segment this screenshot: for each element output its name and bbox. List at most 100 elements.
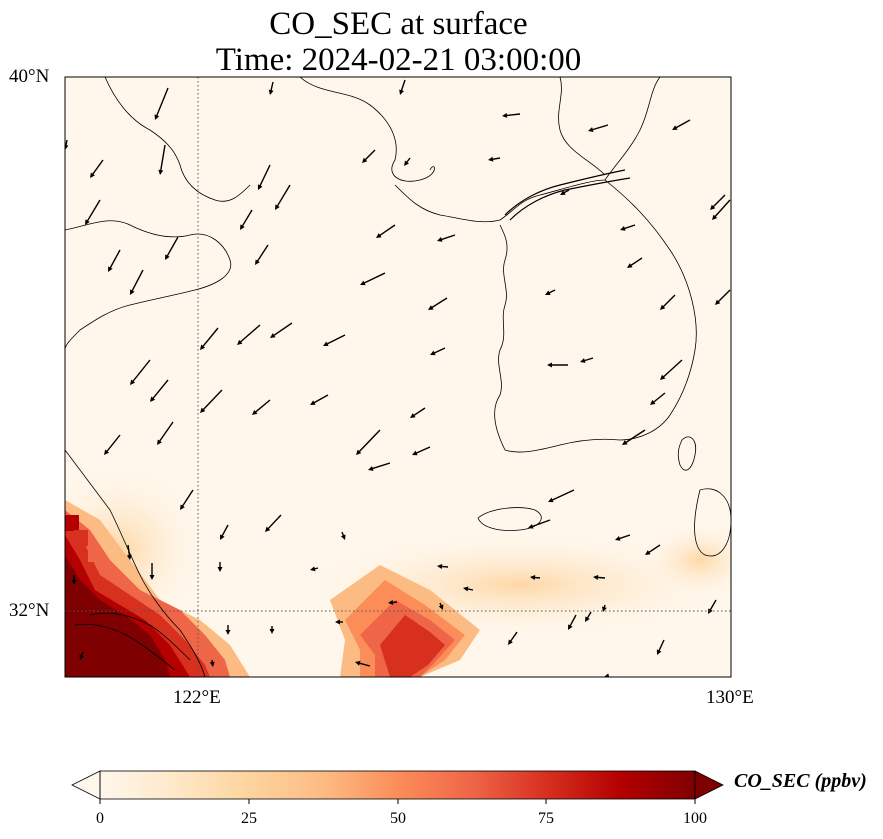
- wind-arrow-shaft: [131, 359, 151, 384]
- wind-arrow-shaft: [325, 334, 346, 346]
- wind-arrow-head: [180, 504, 185, 510]
- wind-arrow-shaft: [275, 184, 291, 208]
- colorbar: [71, 770, 724, 804]
- wind-arrow-head: [240, 224, 245, 230]
- wind-arrow-head: [672, 125, 678, 130]
- wind-arrow-head: [593, 574, 599, 580]
- wind-arrow-head: [310, 400, 316, 405]
- wind-arrow-head: [622, 440, 628, 445]
- wind-arrow-head: [588, 127, 594, 132]
- wind-arrow-head: [335, 619, 340, 625]
- wind-arrow-shaft: [238, 324, 261, 344]
- wind-arrow-head: [580, 358, 586, 363]
- wind-arrow-shaft: [91, 159, 104, 176]
- wind-arrow-shaft: [155, 87, 169, 118]
- wind-arrow-shaft: [151, 379, 169, 401]
- wind-arrow-shaft: [85, 199, 101, 223]
- colorbar-tick-75: 75: [538, 810, 554, 827]
- lat-tick-40n: 40°N: [9, 66, 50, 87]
- wind-arrow-head: [438, 604, 444, 610]
- wind-arrow-head: [265, 526, 271, 532]
- wind-arrow-head: [488, 156, 494, 162]
- wind-arrow-head: [158, 169, 164, 175]
- wind-arrow-head: [200, 344, 206, 350]
- wind-arrow-head: [130, 289, 135, 295]
- colorbar-extend-high: [694, 770, 724, 800]
- wind-arrow-shaft: [201, 327, 219, 349]
- wind-arrow-shaft: [159, 144, 166, 173]
- wind-arrow-shaft: [108, 249, 121, 270]
- wind-arrow-head: [463, 586, 469, 592]
- wind-arrow-shaft: [647, 544, 661, 554]
- wind-arrow-head: [154, 114, 160, 120]
- wind-arrow-shaft: [657, 639, 665, 653]
- wind-arrow-head: [85, 219, 90, 225]
- wind-arrow-shaft: [378, 224, 396, 237]
- wind-arrow-head: [437, 237, 443, 242]
- coastlines: [65, 77, 731, 677]
- wind-arrow-head: [715, 299, 721, 305]
- wind-arrow-head: [710, 204, 716, 210]
- wind-arrow-head: [252, 409, 258, 415]
- wind-arrow-shaft: [165, 236, 179, 258]
- wind-arrow-head: [275, 204, 280, 210]
- wind-arrow-head: [404, 160, 409, 166]
- wind-arrow-shaft: [130, 269, 144, 293]
- wind-arrow-shaft: [530, 519, 551, 528]
- wind-arrow-head: [65, 144, 69, 150]
- wind-arrow-shaft: [651, 392, 666, 404]
- wind-arrow-shaft: [181, 489, 194, 508]
- colorbar-label: CO_SEC (ppbv): [734, 770, 867, 792]
- wind-vectors: [65, 79, 731, 677]
- wind-arrow-head: [604, 673, 610, 677]
- wind-arrow-shaft: [256, 244, 269, 263]
- wind-arrow-head: [150, 396, 156, 402]
- wind-arrow-shaft: [266, 514, 282, 531]
- wind-arrow-head: [104, 449, 110, 455]
- concentration-field: [65, 460, 731, 677]
- wind-arrow-shaft: [201, 389, 223, 412]
- wind-arrow-shaft: [550, 489, 575, 502]
- wind-arrow-head: [568, 624, 573, 630]
- wind-arrow-head: [340, 534, 346, 540]
- wind-arrow-head: [399, 89, 404, 95]
- wind-arrow-head: [362, 157, 368, 163]
- wind-arrow-shaft: [400, 79, 406, 93]
- wind-arrow-shaft: [708, 599, 717, 612]
- wind-arrow-head: [268, 89, 274, 95]
- wind-arrow-head: [71, 580, 77, 585]
- wind-arrow-head: [712, 214, 718, 220]
- wind-arrow-shaft: [716, 289, 731, 304]
- wind-arrow-head: [650, 399, 656, 405]
- wind-arrow-head: [645, 550, 651, 555]
- wind-arrow-head: [220, 534, 225, 540]
- lat-tick-32n: 32°N: [9, 600, 50, 621]
- plot-frame: [64, 76, 732, 678]
- wind-arrow-head: [149, 575, 155, 580]
- wind-arrow-shaft: [509, 631, 518, 643]
- wind-arrow-head: [200, 407, 206, 413]
- wind-arrow-head: [430, 350, 436, 356]
- wind-arrow-head: [310, 566, 316, 572]
- wind-arrow-head: [217, 567, 223, 572]
- wind-arrow-head: [601, 606, 607, 612]
- wind-arrow-head: [90, 172, 95, 178]
- map-title: CO_SEC at surface: [269, 6, 528, 42]
- wind-arrow-shaft: [272, 322, 293, 337]
- colorbar-tick-0: 0: [96, 810, 104, 827]
- wind-arrow-shaft: [568, 614, 577, 628]
- wind-arrow-shaft: [357, 662, 371, 667]
- wind-arrow-head: [130, 379, 136, 385]
- wind-arrow-head: [165, 254, 170, 260]
- wind-arrow-shaft: [412, 407, 426, 417]
- wind-arrow-shaft: [414, 446, 431, 455]
- wind-arrow-shaft: [617, 534, 631, 540]
- wind-arrow-head: [225, 630, 231, 635]
- wind-arrow-head: [410, 413, 416, 418]
- wind-arrow-head: [355, 660, 361, 666]
- wind-arrow-shaft: [504, 113, 521, 117]
- wind-arrow-head: [237, 339, 243, 345]
- map-subtitle: Time: 2024-02-21 03:00:00: [215, 42, 582, 78]
- colorbar-tick-50: 50: [390, 810, 406, 827]
